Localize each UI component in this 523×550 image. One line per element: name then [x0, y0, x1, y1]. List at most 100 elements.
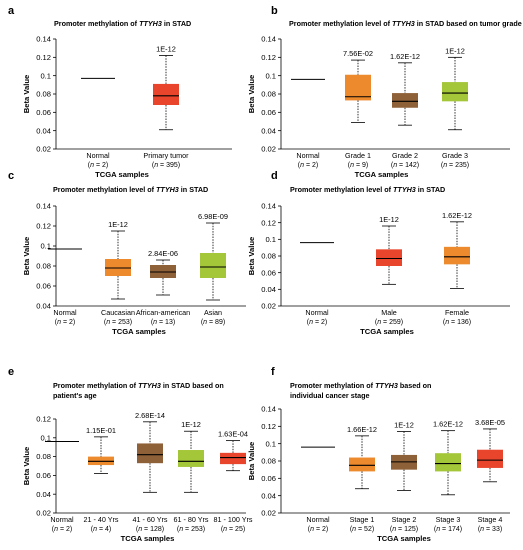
box-grade-1: 7.56E-02 Grade 1 (n = 9) — [343, 49, 373, 169]
equals: = — [227, 526, 235, 533]
sample-count-label: (n = 52) — [350, 526, 374, 533]
y-axis-label: Beta Value — [22, 447, 31, 485]
n-symbol: n — [153, 319, 157, 326]
paren-close: ) — [467, 162, 469, 169]
n-symbol: n — [106, 319, 110, 326]
sample-count-label: (n = 253) — [104, 319, 132, 326]
box-iqr — [137, 443, 163, 464]
sample-count-label: (n = 33) — [478, 526, 502, 533]
panel-b: b Promoter methylation level of TTYH3 in … — [247, 5, 522, 179]
x-axis-label: TCGA samples — [355, 170, 409, 179]
y-tick-label: 0.08 — [36, 452, 51, 461]
paren-open: ( — [55, 319, 58, 326]
panel-d: d Promoter methylation level of TTYH3 in … — [247, 170, 510, 336]
panel-title: Promoter methylation of TTYH3 based on — [290, 381, 431, 390]
n-value: 259 — [389, 319, 401, 326]
n-value: 2 — [69, 319, 73, 326]
equals: = — [157, 319, 165, 326]
n-value: 4 — [105, 526, 109, 533]
title-part: TTYH3 — [375, 381, 398, 390]
paren-open: ( — [152, 162, 155, 169]
title-part: Promoter methylation of — [290, 381, 375, 390]
paren-close: ) — [243, 526, 245, 533]
panel-label: b — [271, 5, 278, 17]
n-symbol: n — [223, 526, 227, 533]
box-normal: Normal (n = 2) — [291, 78, 325, 169]
box-41-60-yrs: 2.68E-14 41 - 60 Yrs (n = 128) — [132, 411, 167, 533]
sample-count-label: (n = 259) — [375, 319, 403, 326]
panel-label: f — [271, 366, 275, 378]
equals: = — [94, 162, 102, 169]
box-normal: Normal (n = 2) — [48, 248, 82, 326]
title-part: Promoter methylation level of — [53, 185, 156, 194]
sample-count-label: (n = 253) — [177, 526, 205, 533]
box-female: 1.62E-12 Female (n = 136) — [442, 211, 472, 326]
box-caucasian: 1E-12 Caucasian (n = 253) — [101, 220, 135, 326]
sample-count-label: (n = 9) — [348, 162, 368, 169]
y-tick-label: 0.1 — [265, 71, 276, 80]
p-value-label: 6.98E-09 — [198, 212, 228, 221]
sample-count-label: (n = 136) — [443, 319, 471, 326]
box-primary-tumor: 1E-12 Primary tumor (n = 395) — [143, 45, 189, 170]
paren-close: ) — [326, 526, 328, 533]
equals: = — [58, 526, 66, 533]
y-tick-label: 0.08 — [36, 262, 51, 271]
paren-open: ( — [104, 319, 107, 326]
panel-title: Promoter methylation of TTYH3 in STAD — [54, 19, 191, 28]
paren-open: ( — [136, 526, 139, 533]
n-value: 52 — [364, 526, 372, 533]
p-value-label: 1.62E-12 — [433, 420, 463, 429]
n-symbol: n — [350, 162, 354, 169]
category-label: Normal — [53, 308, 77, 317]
paren-close: ) — [460, 526, 462, 533]
category-label: Grade 3 — [442, 151, 468, 160]
panel-label: d — [271, 170, 278, 182]
equals: = — [207, 319, 215, 326]
y-tick-label: 0.14 — [36, 202, 51, 211]
p-value-label: 1.62E-12 — [442, 211, 472, 220]
n-symbol: n — [392, 526, 396, 533]
equals: = — [397, 162, 405, 169]
box-iqr — [178, 450, 204, 467]
paren-close: ) — [73, 319, 75, 326]
p-value-label: 1E-12 — [379, 215, 399, 224]
p-value-label: 1E-12 — [108, 220, 128, 229]
p-value-label: 1.15E-01 — [86, 426, 116, 435]
category-label: Normal — [86, 151, 110, 160]
y-tick-label: 0.02 — [36, 509, 51, 518]
paren-close: ) — [366, 162, 368, 169]
n-value: 2 — [66, 526, 70, 533]
paren-close: ) — [109, 526, 111, 533]
category-label: Normal — [305, 308, 329, 317]
box-iqr — [442, 82, 468, 102]
n-symbol: n — [480, 526, 484, 533]
n-symbol: n — [309, 319, 313, 326]
panel-title: Promoter methylation level of TTYH3 in S… — [289, 19, 522, 28]
box-iqr — [200, 253, 226, 278]
category-label: 21 - 40 Yrs — [83, 515, 118, 524]
box-iqr — [392, 93, 418, 108]
sample-count-label: (n = 2) — [298, 162, 318, 169]
paren-close: ) — [469, 319, 471, 326]
category-label: Caucasian — [101, 308, 135, 317]
x-axis-label: TCGA samples — [377, 534, 431, 543]
n-symbol: n — [179, 526, 183, 533]
y-tick-label: 0.04 — [261, 491, 276, 500]
n-symbol: n — [443, 162, 447, 169]
title-part: based on — [398, 381, 432, 390]
box-21-40-yrs: 1.15E-01 21 - 40 Yrs (n = 4) — [83, 426, 118, 533]
category-label: Normal — [296, 151, 320, 160]
paren-open: ( — [201, 319, 204, 326]
paren-open: ( — [443, 319, 446, 326]
n-value: 2 — [322, 526, 326, 533]
category-label: Female — [445, 308, 469, 317]
y-tick-label: 0.12 — [261, 218, 276, 227]
y-axis-label: Beta Value — [247, 237, 256, 275]
category-label: Stage 1 — [350, 515, 375, 524]
paren-open: ( — [308, 526, 311, 533]
equals: = — [484, 526, 492, 533]
category-label: Asian — [204, 308, 222, 317]
